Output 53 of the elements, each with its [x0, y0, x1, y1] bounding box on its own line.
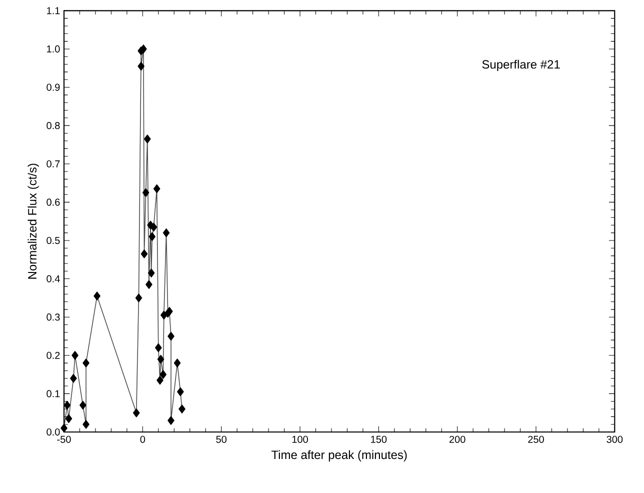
y-tick-label: 0.9 — [46, 84, 60, 91]
y-tick-label: 0.0 — [46, 428, 60, 436]
y-tick-label: 0.1 — [46, 390, 60, 398]
x-tick-label: 150 — [371, 436, 387, 443]
x-tick-label: 200 — [449, 436, 466, 443]
point — [168, 416, 174, 425]
x-tick-label: -50 — [57, 436, 71, 443]
annotation: Superflare #21 — [482, 60, 560, 71]
point — [70, 374, 77, 383]
point — [155, 343, 162, 352]
point — [148, 232, 156, 241]
y-axis-title: Normalized Flux (ct/s) — [28, 164, 39, 279]
point — [153, 184, 160, 194]
point — [144, 134, 151, 144]
y-tick-label: 0.5 — [46, 236, 60, 244]
point — [135, 293, 142, 302]
point — [79, 400, 86, 410]
x-tick-label: 250 — [528, 436, 544, 443]
y-tick-label: 0.4 — [46, 275, 60, 282]
point — [142, 188, 150, 197]
point — [94, 291, 100, 300]
point — [150, 222, 158, 232]
point — [178, 404, 186, 414]
x-tick-label: 100 — [292, 436, 308, 443]
y-tick-label: 0.7 — [46, 160, 60, 168]
point — [60, 424, 68, 432]
point — [156, 376, 164, 385]
point — [65, 414, 72, 423]
x-tick-label: 0 — [140, 436, 146, 443]
y-tick-label: 0.6 — [46, 198, 60, 206]
x-tick-label: 50 — [216, 436, 226, 443]
point — [148, 268, 155, 278]
point — [160, 370, 167, 379]
point — [132, 408, 140, 418]
point — [146, 280, 152, 289]
y-tick-label: 0.2 — [46, 352, 60, 359]
point — [174, 358, 181, 368]
point — [82, 420, 90, 429]
point — [64, 400, 71, 410]
x-tick-label: 300 — [606, 436, 623, 443]
point — [138, 62, 144, 70]
y-tick-label: 0.8 — [46, 122, 60, 129]
point — [157, 354, 164, 364]
y-tick-label: 0.3 — [46, 313, 60, 320]
y-tick-label: 1.0 — [47, 45, 60, 52]
point — [140, 249, 148, 258]
x-axis-title: Time after peak (minutes) — [271, 450, 407, 462]
point — [82, 358, 90, 368]
point — [72, 350, 78, 360]
point — [162, 228, 170, 238]
point — [168, 332, 174, 340]
point — [177, 387, 184, 396]
y-tick-label: 1.1 — [47, 7, 60, 14]
